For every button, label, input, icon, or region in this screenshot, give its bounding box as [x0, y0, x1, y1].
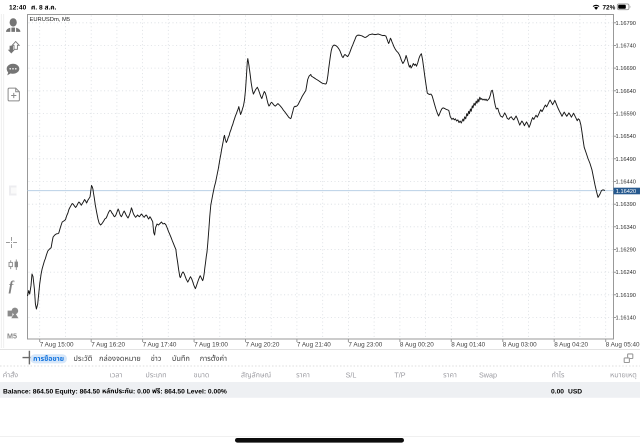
svg-text:.: . — [48, 5, 50, 12]
svg-text:1.16240: 1.16240 — [616, 270, 636, 276]
svg-text:Swap: Swap — [479, 370, 497, 379]
svg-text:. 8: . 8 — [35, 5, 43, 12]
svg-text:8 Aug 05:40: 8 Aug 05:40 — [606, 341, 640, 348]
svg-text:8 Aug 01:40: 8 Aug 01:40 — [451, 341, 485, 348]
svg-text:T/P: T/P — [394, 370, 405, 379]
svg-text:.: . — [55, 5, 57, 12]
svg-text:1.16590: 1.16590 — [616, 112, 636, 118]
svg-text:1.16420: 1.16420 — [616, 189, 636, 195]
svg-text:1.16290: 1.16290 — [616, 248, 636, 254]
svg-text:M5: M5 — [7, 332, 17, 341]
svg-text:72%: 72% — [603, 4, 616, 11]
svg-text:1.16390: 1.16390 — [616, 202, 636, 208]
svg-text:1.16490: 1.16490 — [616, 157, 636, 163]
svg-text:7 Aug 16:20: 7 Aug 16:20 — [91, 341, 125, 348]
svg-text:1.16340: 1.16340 — [616, 225, 636, 231]
svg-text:1.16640: 1.16640 — [616, 89, 636, 95]
svg-text:8 Aug 03:00: 8 Aug 03:00 — [503, 341, 537, 348]
svg-text:7 Aug 15:00: 7 Aug 15:00 — [40, 341, 74, 348]
svg-text:USD: USD — [568, 388, 582, 395]
svg-text:1.16140: 1.16140 — [616, 316, 636, 322]
svg-text:1.16790: 1.16790 — [616, 21, 636, 27]
svg-text:1.16540: 1.16540 — [616, 134, 636, 140]
svg-text:7 Aug 21:40: 7 Aug 21:40 — [297, 341, 331, 348]
svg-text:S/L: S/L — [346, 370, 357, 379]
svg-text:1.16440: 1.16440 — [616, 180, 636, 186]
svg-text:: 0.00: : 0.00 — [133, 388, 150, 395]
svg-text:1.16690: 1.16690 — [616, 66, 636, 72]
svg-text:Balance: 864.50 Equity: 864.50: Balance: 864.50 Equity: 864.50 — [3, 388, 100, 395]
svg-text:1.16740: 1.16740 — [616, 44, 636, 50]
svg-text:EURUSDm, M5: EURUSDm, M5 — [30, 17, 71, 23]
svg-text:0.00: 0.00 — [551, 388, 564, 395]
svg-text:7 Aug 17:40: 7 Aug 17:40 — [143, 341, 177, 348]
svg-text:7 Aug 23:00: 7 Aug 23:00 — [348, 341, 382, 348]
svg-text:12:40: 12:40 — [9, 5, 27, 12]
svg-text:8 Aug 00:20: 8 Aug 00:20 — [400, 341, 434, 348]
svg-text:7 Aug 20:20: 7 Aug 20:20 — [246, 341, 280, 348]
svg-text:1.16190: 1.16190 — [616, 293, 636, 299]
svg-text:7 Aug 19:00: 7 Aug 19:00 — [194, 341, 228, 348]
svg-text:: 864.50 Level: 0.00%: : 864.50 Level: 0.00% — [160, 388, 227, 395]
svg-text:8 Aug 04:20: 8 Aug 04:20 — [554, 341, 588, 348]
